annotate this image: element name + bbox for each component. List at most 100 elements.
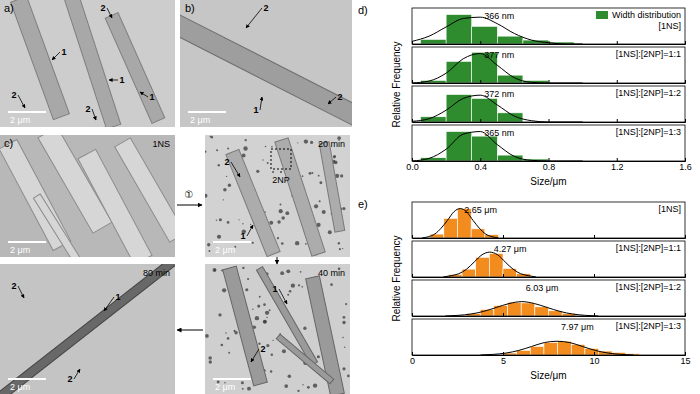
fit-curve [443,252,536,277]
nanoparticle-speckle [302,384,303,385]
marker-arrow [18,286,24,298]
particle-box [271,149,291,169]
tick-mark [685,313,686,316]
nanoparticle-speckle [223,188,227,192]
marker-arrow [260,97,262,110]
x-tick: 10 [589,352,599,366]
panel-label: e) [358,198,368,210]
nanoparticle-speckle [267,162,269,164]
panel-label: c) [4,137,13,149]
nanoparticle-speckle [291,284,295,288]
tick-mark [503,235,504,238]
micrograph-panel: 12280 min2 μm [0,251,185,394]
x-tick: 1.2 [611,158,624,172]
histogram-bar [530,346,544,355]
nanoparticle-speckle [277,220,280,223]
x-tick: 0 [410,352,415,366]
nanoparticle-speckle [342,367,345,370]
nanoparticle-speckle [333,155,335,157]
marker-arrow [279,289,287,304]
nanoparticle-speckle [205,194,208,198]
histogram-panel: [1NS]:[2NP]=1:14.27 μm [412,241,686,278]
marker-number: 2 [67,374,72,384]
x-axis [413,313,686,317]
sample-label: [1NS]:[2NP]=1:2 [616,282,681,292]
legend-swatch [596,11,608,19]
nanoparticle-speckle [228,184,231,187]
process-arrow [277,257,278,264]
sample-label: [1NS]:[2NP]=1:3 [616,127,681,137]
marker-arrow [231,162,240,177]
histogram-bar [471,229,485,238]
panel-caption: 80 min [143,268,170,278]
marker-number: 1 [119,75,124,85]
tick-mark [685,41,686,44]
nanoparticle-speckle [241,381,244,384]
nanoparticle-speckle [338,242,340,244]
nanoparticle-speckle [207,243,210,246]
x-axis-title: Size/μm [530,370,566,381]
x-tick [503,274,504,277]
peak-label: 365 nm [484,128,514,138]
tick-mark [685,274,686,277]
nanoparticle-speckle [300,271,302,273]
tick-label: 0 [410,356,415,366]
nanoparticle-speckle [210,136,213,139]
axis-line [413,235,686,239]
plot-marks [481,341,640,355]
nanoparticle-speckle [279,204,281,206]
tick-mark [549,119,550,122]
panel-label: a) [4,2,14,14]
scale-bar [213,378,251,380]
tick-mark [685,352,686,355]
nanoparticle-speckle [263,320,267,324]
nanoparticle-speckle [319,200,321,202]
nanoparticle-speckle [227,221,230,224]
histogram-panel: [1NS]:[2NP]=1:1377 nm [412,47,686,84]
nanoparticle-speckle [263,303,266,306]
marker-number: 1 [115,292,120,302]
nanoparticle-speckle [242,267,244,269]
nanorod [11,0,70,120]
tick-mark [549,41,550,44]
tick-label: 15 [680,356,690,366]
nanoparticle-speckle [279,209,283,213]
tick-mark [594,235,595,238]
histogram-bar [444,218,458,238]
nanoparticle-speckle [271,146,273,148]
nanoparticle-speckle [342,321,345,324]
nanoparticle-speckle [214,269,216,271]
nanoparticle-speckle [245,288,248,291]
nanoparticle-speckle [288,374,292,378]
axis-line [413,274,686,278]
x-tick [685,274,686,277]
plot-frame [412,241,685,277]
micrograph-image [0,264,175,394]
marker-number: 2 [11,281,16,291]
micrograph-panel: 211122a)2 μm [0,0,175,129]
nanoparticle-speckle [238,219,239,220]
tick-mark [412,274,413,277]
sample-label: [1NS]:[2NP]=1:1 [616,49,681,59]
nanoparticle-speckle [281,216,285,220]
axis-line [413,352,686,356]
scale-bar [8,241,46,243]
x-tick [594,274,595,277]
marker-arrow [107,8,112,18]
nanoparticle-speckle [228,352,230,354]
x-axis: 0.00.40.81.21.6 [406,158,692,172]
x-axis [413,80,686,84]
nanoparticle-speckle [220,344,223,347]
nanoparticle-speckle [216,220,217,221]
tick-mark [412,313,413,316]
nanoparticle-speckle [242,223,243,224]
nanoparticle-speckle [266,344,269,347]
nanorod [33,194,82,257]
tick-mark [480,80,481,83]
peak-label: 2.65 μm [464,205,497,215]
nanoparticle-speckle [318,175,320,177]
scale-bar [8,378,46,380]
nanoparticle-speckle [334,161,338,165]
nanoparticle-speckle [226,176,227,177]
nanoparticle-speckle [311,172,313,174]
